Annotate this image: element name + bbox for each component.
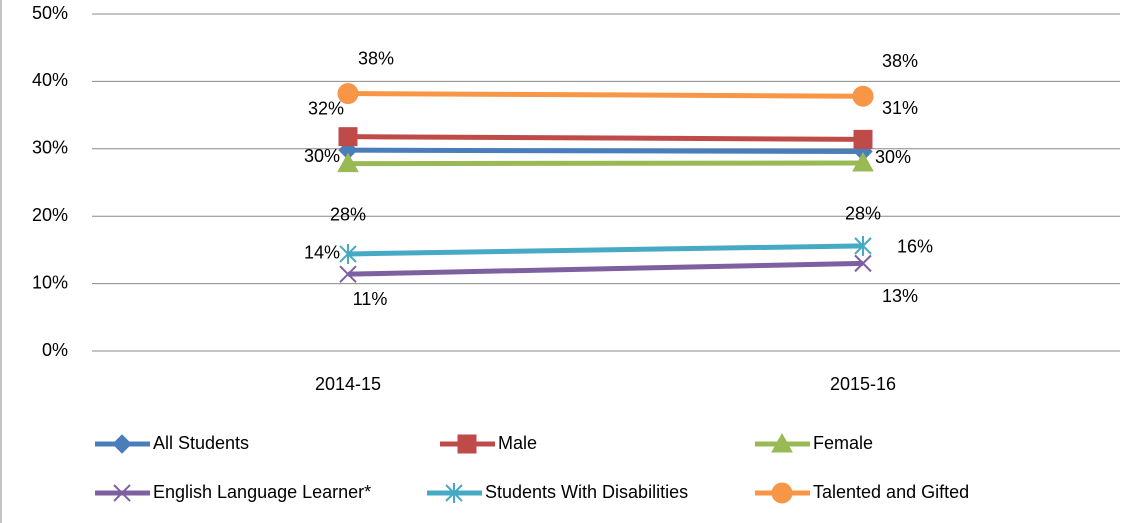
- data-point: [854, 254, 872, 273]
- data-point: [853, 129, 873, 149]
- series-line: [347, 243, 864, 257]
- data-label: 38%: [358, 48, 394, 68]
- legend-marker: [771, 482, 793, 504]
- legend-label: Students With Disabilities: [485, 482, 688, 502]
- data-label: 30%: [304, 146, 340, 166]
- series-line: [347, 160, 864, 167]
- data-point: [339, 265, 357, 283]
- data-label: 38%: [882, 51, 918, 71]
- data-label: 16%: [897, 237, 933, 257]
- series-line: [347, 260, 864, 277]
- legend-label: All Students: [153, 433, 249, 453]
- data-point: [338, 127, 358, 147]
- y-tick-label: 40%: [32, 70, 68, 90]
- legend-marker: [457, 434, 477, 454]
- y-tick-label: 50%: [32, 3, 68, 23]
- data-label: 28%: [330, 204, 366, 224]
- legend-label: Male: [498, 433, 537, 453]
- data-point: [337, 152, 359, 173]
- legend-label: English Language Learner*: [153, 482, 371, 502]
- data-label: 13%: [882, 286, 918, 306]
- x-tick-label: 2015-16: [830, 374, 896, 394]
- x-tick-label: 2014-15: [315, 374, 381, 394]
- legend-label: Female: [813, 433, 873, 453]
- data-label: 28%: [845, 204, 881, 224]
- legend-marker: [112, 434, 132, 454]
- data-point: [337, 83, 359, 105]
- data-label: 14%: [304, 243, 340, 263]
- data-point: [852, 85, 874, 107]
- legend-marker: [445, 483, 463, 503]
- series-line: [347, 147, 864, 154]
- y-tick-label: 30%: [32, 138, 68, 158]
- data-point: [854, 235, 872, 256]
- series-line: [347, 134, 864, 142]
- data-label: 11%: [353, 289, 388, 309]
- data-point: [852, 151, 874, 172]
- legend-label: Talented and Gifted: [813, 482, 969, 502]
- data-label: 31%: [882, 98, 918, 118]
- legend-marker: [771, 432, 793, 453]
- legend-marker: [113, 484, 131, 502]
- data-label: 30%: [875, 147, 911, 167]
- data-label: 32%: [308, 98, 344, 118]
- y-tick-label: 10%: [32, 272, 68, 292]
- y-tick-label: 20%: [32, 205, 68, 225]
- series-line: [347, 91, 864, 99]
- data-point: [339, 243, 357, 264]
- y-tick-label: 0%: [42, 340, 68, 360]
